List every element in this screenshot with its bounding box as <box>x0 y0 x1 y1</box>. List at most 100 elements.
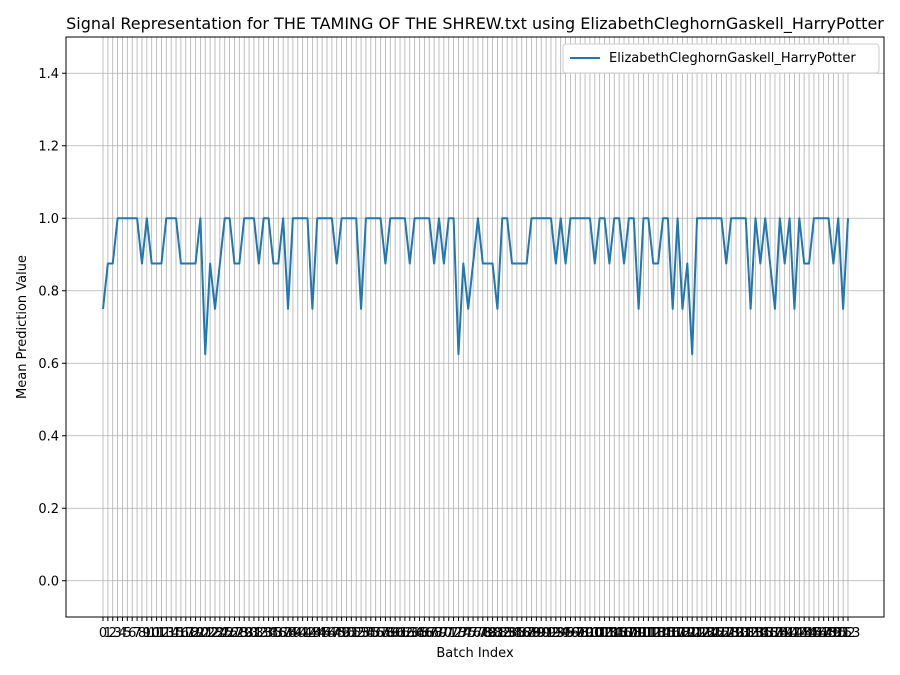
x-tick-label: 144 <box>792 626 817 641</box>
x-tick-label: 40 <box>289 626 306 641</box>
x-tick-label: 124 <box>694 626 719 641</box>
x-tick-label: 123 <box>690 626 715 641</box>
x-tick-label: 117 <box>660 626 685 641</box>
x-tick-label: 53 <box>353 626 370 641</box>
x-tick-label: 23 <box>207 626 224 641</box>
x-tick-label: 102 <box>587 626 612 641</box>
x-tick-label: 110 <box>626 626 651 641</box>
x-tick-label: 90 <box>533 626 550 641</box>
x-tick-label: 49 <box>333 626 350 641</box>
x-tick-label: 32 <box>251 626 268 641</box>
x-tick-label: 85 <box>509 626 526 641</box>
x-tick-label: 71 <box>440 626 457 641</box>
x-tick-label: 43 <box>304 626 321 641</box>
x-tick-label: 81 <box>489 626 506 641</box>
x-axis-ticks: 0123456789101112131415161718192021222324… <box>99 617 861 641</box>
x-tick-label: 64 <box>406 626 423 641</box>
x-tick-label: 24 <box>212 626 229 641</box>
x-tick-label: 60 <box>387 626 404 641</box>
x-tick-label: 47 <box>324 626 341 641</box>
x-tick-label: 126 <box>704 626 729 641</box>
x-tick-label: 5 <box>123 626 131 641</box>
x-tick-label: 62 <box>397 626 414 641</box>
y-tick-label: 0.6 <box>38 357 59 372</box>
x-tick-label: 57 <box>372 626 389 641</box>
x-tick-label: 73 <box>450 626 467 641</box>
x-tick-label: 143 <box>787 626 812 641</box>
x-tick-label: 89 <box>528 626 545 641</box>
x-tick-label: 66 <box>416 626 433 641</box>
x-tick-label: 69 <box>431 626 448 641</box>
x-tick-label: 141 <box>777 626 802 641</box>
x-tick-label: 118 <box>665 626 690 641</box>
x-tick-label: 98 <box>572 626 589 641</box>
x-tick-label: 97 <box>567 626 584 641</box>
x-tick-label: 88 <box>523 626 540 641</box>
x-tick-label: 29 <box>236 626 253 641</box>
x-tick-label: 116 <box>655 626 680 641</box>
x-tick-label: 63 <box>401 626 418 641</box>
x-tick-label: 150 <box>821 626 846 641</box>
x-tick-label: 78 <box>475 626 492 641</box>
x-tick-label: 10 <box>143 626 160 641</box>
x-tick-label: 94 <box>552 626 569 641</box>
x-tick-label: 134 <box>743 626 768 641</box>
x-tick-label: 35 <box>265 626 282 641</box>
x-tick-label: 130 <box>724 626 749 641</box>
x-tick-label: 17 <box>178 626 195 641</box>
x-tick-label: 121 <box>680 626 705 641</box>
x-tick-label: 114 <box>646 626 671 641</box>
x-tick-label: 109 <box>621 626 646 641</box>
x-tick-label: 139 <box>767 626 792 641</box>
x-tick-label: 36 <box>270 626 287 641</box>
x-tick-label: 153 <box>836 626 861 641</box>
x-tick-label: 58 <box>377 626 394 641</box>
x-tick-label: 127 <box>709 626 734 641</box>
y-tick-label: 1.2 <box>38 139 59 154</box>
chart-title: Signal Representation for THE TAMING OF … <box>66 14 884 34</box>
plot-frame <box>65 36 885 618</box>
x-tick-label: 112 <box>636 626 661 641</box>
x-tick-label: 0 <box>99 626 107 641</box>
x-tick-label: 42 <box>299 626 316 641</box>
x-tick-label: 135 <box>748 626 773 641</box>
y-axis-ticks: 0.0 0.2 0.4 0.6 0.8 1.0 1.2 1.4 <box>38 67 66 589</box>
x-tick-label: 20 <box>192 626 209 641</box>
x-tick-label: 38 <box>280 626 297 641</box>
x-tick-label: 138 <box>763 626 788 641</box>
x-axis-label: Batch Index <box>436 646 514 661</box>
x-tick-label: 26 <box>221 626 238 641</box>
x-tick-label: 147 <box>806 626 831 641</box>
x-tick-label: 8 <box>138 626 146 641</box>
x-tick-label: 4 <box>118 626 126 641</box>
x-tick-label: 13 <box>158 626 175 641</box>
x-tick-label: 133 <box>738 626 763 641</box>
x-tick-label: 77 <box>470 626 487 641</box>
legend: ElizabethCleghornGaskell_HarryPotter <box>562 43 880 74</box>
x-tick-label: 132 <box>733 626 758 641</box>
x-tick-label: 103 <box>592 626 617 641</box>
x-tick-label: 84 <box>504 626 521 641</box>
x-tick-label: 145 <box>797 626 822 641</box>
x-tick-label: 151 <box>826 626 851 641</box>
x-tick-label: 83 <box>499 626 516 641</box>
x-tick-label: 108 <box>616 626 641 641</box>
x-tick-label: 79 <box>479 626 496 641</box>
x-tick-label: 18 <box>182 626 199 641</box>
x-tick-label: 31 <box>246 626 263 641</box>
x-tick-label: 7 <box>133 626 141 641</box>
x-tick-label: 95 <box>557 626 574 641</box>
x-tick-label: 99 <box>577 626 594 641</box>
x-tick-label: 100 <box>578 626 603 641</box>
x-tick-label: 22 <box>202 626 219 641</box>
y-tick-label: 0.0 <box>38 574 59 589</box>
y-axis-label: Mean Prediction Value <box>15 255 30 399</box>
x-tick-label: 1 <box>104 626 112 641</box>
x-tick-label: 61 <box>392 626 409 641</box>
y-tick-label: 0.4 <box>38 429 59 444</box>
x-tick-label: 93 <box>548 626 565 641</box>
x-tick-label: 140 <box>772 626 797 641</box>
x-tick-label: 28 <box>231 626 248 641</box>
y-tick-label: 1.0 <box>38 212 59 227</box>
x-tick-label: 30 <box>241 626 258 641</box>
